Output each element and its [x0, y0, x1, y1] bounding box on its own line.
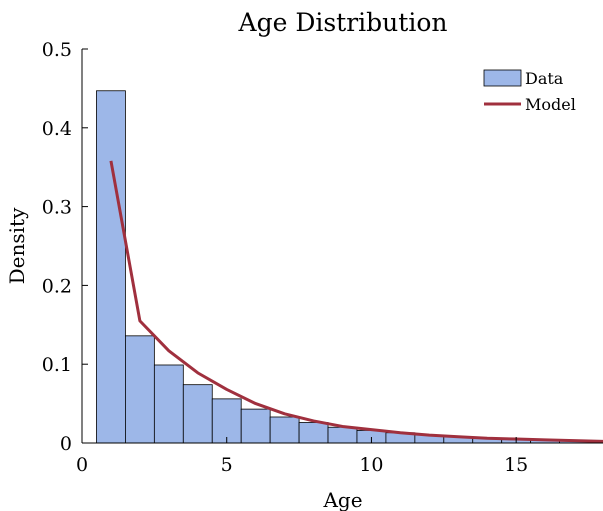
x-tick-label: 5 [221, 454, 233, 476]
y-tick-label: 0.5 [42, 39, 72, 61]
histogram-bar [211, 398, 242, 444]
y-tick-label: 0.3 [42, 197, 72, 219]
y-tick-label: 0.2 [42, 275, 72, 297]
histogram-bar [327, 426, 358, 444]
legend-label-data: Data [525, 69, 564, 88]
x-tick-label: 10 [359, 454, 383, 476]
x-tick-label: 15 [504, 454, 528, 476]
legend-label-model: Model [525, 95, 576, 114]
histogram-bar [269, 416, 300, 444]
legend: Data Model [483, 69, 576, 114]
histogram-bar [96, 90, 126, 444]
y-tick-label: 0.4 [42, 118, 72, 140]
x-axis-ticks: 0 5 10 15 [76, 437, 528, 476]
histogram-bar [182, 384, 213, 444]
legend-swatch-data [483, 69, 522, 87]
histogram-bars [96, 90, 603, 444]
x-axis-label: Age [322, 488, 362, 511]
histogram-bar [125, 335, 155, 444]
y-axis-ticks: 0 0.1 0.2 0.3 0.4 0.5 [42, 39, 88, 455]
chart-title: Age Distribution [238, 8, 448, 37]
model-line [109, 160, 603, 443]
y-tick-label: 0 [60, 433, 72, 455]
x-tick-label: 0 [76, 454, 88, 476]
model-line-layer [109, 160, 603, 443]
histogram-bar [153, 364, 184, 444]
y-axis-label: Density [5, 207, 29, 284]
histogram-bar [240, 408, 271, 444]
histogram-bar [298, 422, 329, 444]
y-tick-label: 0.1 [42, 354, 72, 376]
